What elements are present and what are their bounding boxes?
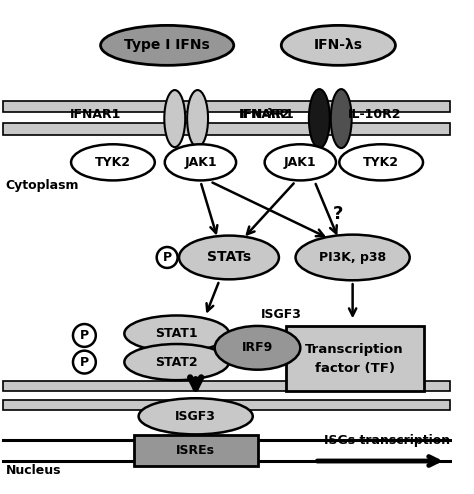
Text: ISGs transcription: ISGs transcription	[324, 434, 450, 447]
Ellipse shape	[124, 344, 229, 380]
Text: STAT2: STAT2	[155, 356, 198, 369]
Text: TYK2: TYK2	[95, 156, 131, 169]
Text: IFNAR2: IFNAR2	[238, 108, 290, 122]
Text: ISREs: ISREs	[176, 444, 215, 457]
Text: factor (TF): factor (TF)	[315, 362, 394, 375]
Bar	[2, 124, 450, 135]
Text: IFN-λs: IFN-λs	[314, 39, 363, 52]
Bar	[286, 326, 424, 391]
Bar	[2, 381, 450, 391]
Ellipse shape	[187, 90, 208, 147]
Text: IFNAR1: IFNAR1	[70, 108, 121, 122]
Ellipse shape	[339, 144, 423, 180]
Ellipse shape	[281, 25, 395, 65]
Text: IFN-λR1: IFN-λR1	[240, 108, 294, 122]
Ellipse shape	[124, 316, 229, 352]
Ellipse shape	[138, 398, 253, 434]
Text: ?: ?	[333, 205, 344, 223]
Ellipse shape	[331, 89, 352, 148]
Ellipse shape	[309, 89, 330, 148]
Text: P: P	[163, 251, 172, 264]
Bar	[134, 435, 257, 466]
Ellipse shape	[157, 247, 178, 268]
Ellipse shape	[215, 326, 301, 370]
Text: ISGF3: ISGF3	[175, 410, 216, 423]
Ellipse shape	[73, 351, 96, 373]
Text: Cytoplasm: Cytoplasm	[5, 179, 79, 192]
Text: ISGF3: ISGF3	[261, 308, 302, 321]
Ellipse shape	[179, 236, 279, 279]
Ellipse shape	[164, 90, 185, 147]
Ellipse shape	[73, 324, 96, 347]
Bar	[2, 400, 450, 410]
Text: JAK1: JAK1	[284, 156, 317, 169]
Text: TYK2: TYK2	[363, 156, 399, 169]
Text: P: P	[80, 329, 89, 342]
Ellipse shape	[264, 144, 336, 180]
Text: P: P	[80, 356, 89, 369]
Text: STAT1: STAT1	[155, 327, 198, 340]
Bar	[2, 100, 450, 112]
Ellipse shape	[100, 25, 234, 65]
Text: IL-10R2: IL-10R2	[348, 108, 401, 122]
Text: IRF9: IRF9	[242, 341, 273, 354]
Ellipse shape	[296, 235, 410, 280]
Ellipse shape	[165, 144, 236, 180]
Text: JAK1: JAK1	[184, 156, 217, 169]
Text: Transcription: Transcription	[305, 343, 404, 356]
Text: Nucleus: Nucleus	[5, 464, 61, 477]
Text: Type I IFNs: Type I IFNs	[124, 39, 210, 52]
Text: STATs: STATs	[207, 250, 251, 264]
Ellipse shape	[71, 144, 155, 180]
Text: PI3K, p38: PI3K, p38	[319, 251, 386, 264]
